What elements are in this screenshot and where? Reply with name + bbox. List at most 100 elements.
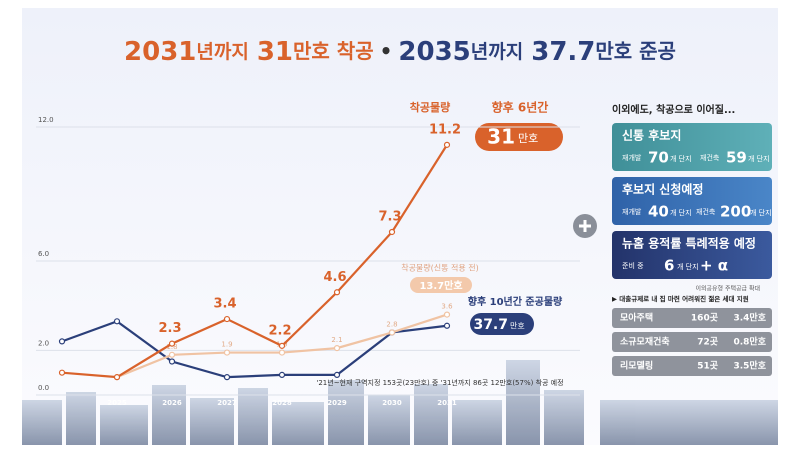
title-part: 년까지 <box>196 41 248 63</box>
point <box>278 342 286 349</box>
data-label: 3.4 <box>213 297 236 312</box>
row-count: 72곳 <box>697 337 718 348</box>
card-number: 6 <box>664 257 674 275</box>
data-label: 2.8 <box>386 320 397 328</box>
row-box <box>612 332 772 352</box>
x-tick-label: 2027 <box>217 399 237 407</box>
card-title: 후보지 신청예정 <box>622 182 703 197</box>
x-tick-label: 2031 <box>437 399 457 407</box>
card-number: 59 <box>726 149 747 167</box>
data-label: 2.2 <box>268 323 291 338</box>
card-extra: + α <box>700 257 728 275</box>
card-label: 재개발 <box>622 207 642 216</box>
row-amount: 3.4만호 <box>733 312 766 324</box>
point <box>58 338 66 345</box>
card-title: 뉴홈 용적률 특례적용 예정 <box>622 236 756 251</box>
card-unit: 개 단지 <box>748 154 770 163</box>
legend-label: 착공물량 <box>410 100 450 114</box>
point <box>443 311 451 318</box>
x-tick-label: 2026 <box>162 399 182 407</box>
x-tick-label: 2029 <box>327 399 347 407</box>
badge-unit: 만호 <box>518 132 538 145</box>
note: ▶ 대출규제로 내 집 마련 어려워진 젊은 세대 지원 <box>612 294 749 303</box>
point <box>223 315 231 323</box>
skyline <box>22 360 778 445</box>
x-tick-label: 2030 <box>382 399 402 407</box>
badge-number: 37.7 <box>473 317 508 333</box>
card-number: 200 <box>720 203 751 221</box>
row-amount: 0.8만호 <box>733 336 766 348</box>
data-label: 4.6 <box>323 270 346 285</box>
legend-label: 향후 10년간 준공물량 <box>468 295 563 308</box>
y-tick-label: 6.0 <box>38 250 49 258</box>
card-number: 70 <box>648 149 669 167</box>
chart: 0.0 2.0 6.0 12.0 2025 2026 2027 2028 2029 2030 203… <box>36 116 580 407</box>
data-label: 7.3 <box>378 209 401 224</box>
badge-unit: 만호 <box>510 322 525 331</box>
note: 이외공유형 주택공급 확대 <box>695 285 760 293</box>
badge-text: 13.7만호 <box>419 279 462 292</box>
card-unit: 개 단지 <box>670 154 692 163</box>
footnote: '21년~현재 구역지정 153곳(23만호) 중 '31년까지 86곳 12만… <box>316 378 563 387</box>
title-part: • <box>380 39 393 63</box>
point <box>113 374 121 381</box>
title-part: 31 <box>257 37 293 67</box>
y-tick-label: 0.0 <box>38 384 49 392</box>
point <box>113 318 121 325</box>
series-line <box>61 320 448 379</box>
title-part: 년까지 <box>471 41 523 63</box>
card-unit: 개 단지 <box>750 208 772 217</box>
badge <box>475 123 563 151</box>
card <box>612 123 772 171</box>
point <box>333 371 341 378</box>
row-count: 160곳 <box>691 313 718 324</box>
row-box <box>612 308 772 328</box>
row-count: 51곳 <box>697 361 718 372</box>
title-part: 2035 <box>398 37 470 67</box>
data-label: 3.6 <box>441 303 453 311</box>
card-number: 40 <box>648 203 669 221</box>
point <box>388 228 396 236</box>
row-name: 소규모재건축 <box>620 336 670 348</box>
card-label: 재건축 <box>696 207 716 216</box>
card-title: 신통 후보지 <box>622 128 681 143</box>
point <box>388 329 396 336</box>
card-unit: 개 단지 <box>677 262 699 271</box>
legend-label: 착공물량(신통 적용 전) <box>401 263 479 273</box>
card-label: 재건축 <box>700 153 720 162</box>
panel-heading: 이외에도, 착공으로 이어질... <box>612 103 735 116</box>
title-part: 37.7 <box>531 37 595 67</box>
badge-number: 31 <box>487 125 515 149</box>
point <box>223 374 231 381</box>
card-label: 준비 중 <box>622 261 644 270</box>
x-tick-label: 2025 <box>107 399 127 407</box>
title-part: 2031 <box>124 37 196 67</box>
data-label: 1.9 <box>221 341 232 349</box>
annotation: 향후 6년간 <box>492 100 549 115</box>
title-part: 만호 준공 <box>595 39 676 63</box>
row-amount: 3.5만호 <box>733 360 766 372</box>
series-line <box>61 144 448 379</box>
point <box>443 141 451 148</box>
x-tick-label: 2028 <box>272 399 292 407</box>
row-name: 리모델링 <box>620 360 653 372</box>
data-label: 11.2 <box>429 122 461 137</box>
title: 2031년까지 31만호 착공 • 2035년까지 37.7만호 준공 <box>124 37 676 67</box>
plus-icon <box>579 220 591 232</box>
badge <box>410 277 472 293</box>
title-part: 만호 착공 <box>293 39 374 63</box>
row-name: 모아주택 <box>620 312 653 324</box>
data-label: 2.1 <box>331 336 342 344</box>
row-box <box>612 356 772 376</box>
point <box>278 349 286 356</box>
card-unit: 개 단지 <box>670 208 692 217</box>
point <box>58 369 66 376</box>
point <box>333 345 341 352</box>
y-tick-label: 2.0 <box>38 339 49 347</box>
point <box>168 358 176 365</box>
y-tick-label: 12.0 <box>38 116 54 124</box>
point <box>168 340 176 347</box>
point <box>168 351 176 358</box>
card <box>612 177 772 225</box>
